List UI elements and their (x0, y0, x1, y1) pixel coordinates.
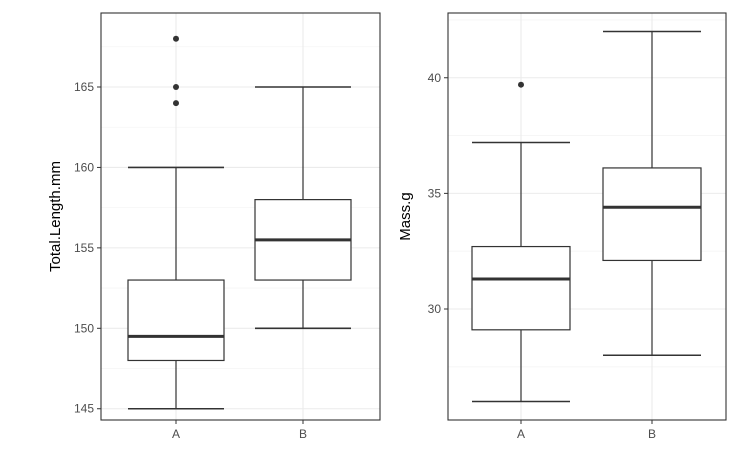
y-axis-title: Mass.g (397, 192, 414, 240)
panel-border (447, 12, 727, 421)
y-tick-label: 160 (74, 160, 94, 174)
outlier-point (173, 35, 179, 42)
total-length-panel: 145 150 155 160 165 A B Total.Length.mm (47, 12, 381, 441)
panel-border (100, 12, 381, 421)
box-iqr-a (127, 279, 225, 362)
box-iqr-a (471, 245, 571, 331)
y-tick-label: 35 (428, 186, 442, 200)
outlier-point (173, 100, 179, 107)
outlier-point (518, 81, 524, 88)
y-tick-label: 150 (74, 321, 94, 335)
y-tick-label: 155 (74, 241, 94, 255)
y-tick-label: 145 (74, 402, 94, 416)
box-iqr-b (602, 167, 702, 262)
mass-panel: 30 35 40 A B Mass.g (397, 12, 727, 441)
outlier-point (173, 84, 179, 90)
y-tick-label: 30 (428, 302, 442, 316)
y-tick-label: 40 (428, 71, 442, 85)
y-tick-label: 165 (74, 80, 94, 94)
x-tick-label: A (172, 427, 180, 441)
x-tick-label: A (517, 427, 525, 441)
y-axis-title: Total.Length.mm (47, 161, 64, 272)
x-tick-label: B (299, 427, 307, 441)
x-tick-label: B (648, 427, 656, 441)
